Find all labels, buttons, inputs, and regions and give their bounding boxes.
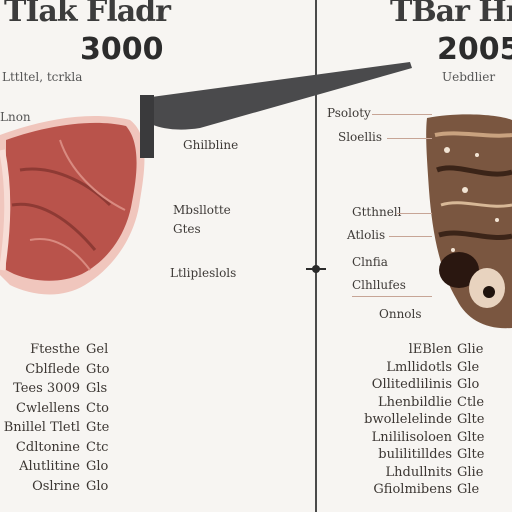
right-panel: TBar Hm 2005 Uebdlier Psoloty Sloellis G… [317, 0, 512, 512]
right-leader-6 [352, 296, 432, 297]
right-label-7: Onnols [379, 307, 422, 321]
right-label-3: Gtthnell [352, 205, 402, 219]
left-header-note: Lttltel, tcrkla [2, 70, 83, 84]
right-table-key: bulilitilldes [378, 447, 452, 462]
right-table-value: Glte [457, 412, 485, 427]
left-table-value: Glo [86, 478, 109, 494]
right-table-key: Gfiolmibens [373, 482, 452, 497]
left-table-value: Gel [86, 342, 109, 357]
left-table-key: Cdltonine [15, 439, 80, 455]
center-divider [315, 0, 317, 512]
right-table-key: Lmllidotls [386, 359, 452, 375]
roasted-meat-illustration [426, 114, 512, 329]
left-title: TIak Fladr [4, 0, 171, 29]
left-table-value: Cto [86, 400, 109, 416]
left-label-3: Gtes [173, 222, 201, 236]
right-table-key: Lhenbildlie [377, 394, 452, 410]
right-label-6: Clhllufes [352, 278, 406, 292]
left-table-key: Tees 3009 [13, 381, 80, 396]
left-table-value: Glo [86, 459, 109, 474]
left-table-key: Bnillel Tletl [3, 420, 80, 435]
right-table-key: Ollitedlilinis [371, 377, 452, 392]
right-table-key: Lnililisoloen [371, 429, 452, 445]
right-year: 2005 [437, 32, 512, 67]
raw-meat-illustration [0, 115, 145, 295]
left-year: 3000 [80, 32, 164, 67]
left-table-value: Gto [86, 361, 110, 377]
right-label-5: Clnfia [352, 255, 388, 269]
right-table-value: Glo [457, 377, 480, 392]
left-label-2: Mbsllotte [173, 203, 231, 217]
right-leader-1 [372, 114, 432, 115]
right-label-1: Psoloty [327, 106, 371, 120]
right-table-value: Glie [457, 342, 484, 357]
right-leader-2 [387, 138, 432, 139]
right-table-key: lEBlen [408, 342, 452, 357]
left-table-key: Ftesthe [30, 342, 80, 357]
left-table-key: Cwlellens [16, 400, 80, 416]
right-table-value: Glie [457, 464, 484, 480]
right-table-value: Glte [457, 447, 485, 462]
right-table-value: Glte [457, 429, 485, 445]
right-label-4: Atlolis [347, 228, 386, 242]
left-label-4: Ltlipleslols [170, 266, 237, 280]
center-crosshair-dot [312, 265, 320, 273]
right-table-value: Ctle [457, 394, 485, 410]
left-table-value: Gls [86, 381, 108, 396]
right-title: TBar Hm [390, 0, 512, 29]
right-table-key: Lhdullnits [385, 464, 452, 480]
knife-illustration [140, 62, 412, 158]
left-table-value: Ctc [86, 439, 109, 455]
left-table-key: Alutlitine [19, 459, 80, 474]
right-label-2: Sloellis [338, 130, 383, 144]
left-table-key: Cblflede [25, 361, 80, 377]
left-panel: TIak Fladr 3000 Lttltel, tcrkla Lnon Ghi… [0, 0, 412, 494]
left-table-key: Oslrine [32, 478, 80, 494]
right-table-value: Gle [457, 482, 480, 497]
right-leader-4 [389, 236, 432, 237]
right-table-key: bwollelelinde [364, 412, 452, 427]
left-table-value: Gte [86, 420, 110, 435]
left-side-label: Lnon [0, 110, 31, 124]
right-leader-3 [397, 213, 432, 214]
right-header-note: Uebdlier [442, 70, 496, 84]
right-table-value: Gle [457, 359, 480, 375]
left-label-1: Ghilbline [183, 138, 239, 152]
